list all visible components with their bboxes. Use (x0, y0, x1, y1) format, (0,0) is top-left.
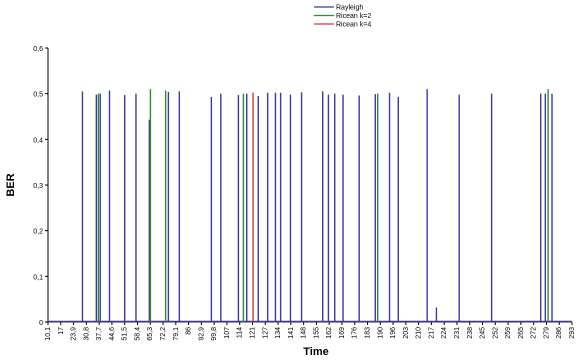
x-tick-label: 127 (262, 327, 269, 339)
series-rayleigh (81, 89, 553, 322)
x-tick-label: 30,8 (83, 327, 90, 341)
legend-label: Rayleigh (336, 5, 363, 12)
y-tick-label: 0,1 (33, 274, 43, 281)
x-tick-label: 217 (428, 327, 435, 339)
x-tick-label: 252 (492, 327, 499, 339)
x-tick-label: 176 (352, 327, 359, 339)
x-tick-label: 44,6 (109, 327, 116, 341)
x-tick-label: 58,4 (134, 327, 141, 341)
y-tick-label: 0 (39, 320, 43, 327)
y-tick-label: 0,4 (33, 137, 43, 144)
x-tick-label: 203 (403, 327, 410, 339)
y-tick-label: 0,3 (33, 183, 43, 190)
x-tick-label: 245 (480, 327, 487, 339)
x-tick-label: 121 (249, 327, 256, 339)
x-tick-label: 37,7 (96, 327, 103, 341)
x-tick-label: 72,2 (160, 327, 167, 341)
x-axis: 10,1 17 23,9 30,8 37,7 44,6 51,5 58,4 65,3 72,2 79… (45, 321, 576, 341)
series-ricean-k-2 (97, 89, 549, 322)
x-tick-label: 17 (58, 327, 65, 335)
x-tick-label: 148 (301, 327, 308, 339)
legend-label: Ricean k=2 (336, 13, 371, 20)
x-tick-label: 155 (313, 327, 320, 339)
x-tick-label: 114 (237, 327, 244, 338)
x-tick-label: 279 (543, 327, 550, 339)
x-tick-label: 190 (377, 327, 384, 339)
x-tick-label: 286 (556, 327, 563, 339)
x-tick-label: 92,9 (198, 327, 205, 341)
x-tick-label: 141 (288, 327, 295, 339)
x-tick-label: 51,5 (122, 327, 129, 341)
x-tick-label: 259 (505, 327, 512, 339)
x-tick-label: 79,1 (173, 327, 180, 341)
x-tick-label: 293 (569, 327, 576, 339)
legend-label: Ricean k=4 (336, 22, 371, 29)
x-tick-label: 231 (454, 327, 461, 339)
x-tick-label: 86 (186, 327, 193, 335)
x-tick-label: 10,1 (45, 327, 52, 341)
x-tick-label: 162 (326, 327, 333, 339)
x-tick-label: 224 (441, 327, 448, 339)
x-tick-label: 238 (467, 327, 474, 339)
x-tick-label: 169 (339, 327, 346, 339)
x-tick-label: 99,8 (211, 327, 218, 341)
y-tick-label: 0,5 (33, 92, 43, 99)
x-axis-title: Time (303, 346, 328, 358)
y-axis-title: BER (5, 173, 17, 196)
x-tick-label: 65,3 (147, 327, 154, 341)
y-tick-label: 0,6 (33, 46, 43, 53)
plot-area (48, 89, 572, 323)
x-tick-label: 23,9 (71, 327, 78, 341)
y-tick-label: 0,2 (33, 229, 43, 236)
x-tick-label: 196 (390, 327, 397, 339)
x-tick-label: 107 (224, 327, 231, 339)
x-tick-label: 210 (416, 327, 423, 339)
x-tick-label: 265 (518, 327, 525, 339)
x-tick-label: 272 (531, 327, 538, 339)
x-tick-label: 183 (365, 327, 372, 339)
x-tick-label: 134 (275, 327, 282, 339)
y-axis: 0 0,1 0,2 0,3 0,4 0,5 0,6 (33, 46, 49, 327)
